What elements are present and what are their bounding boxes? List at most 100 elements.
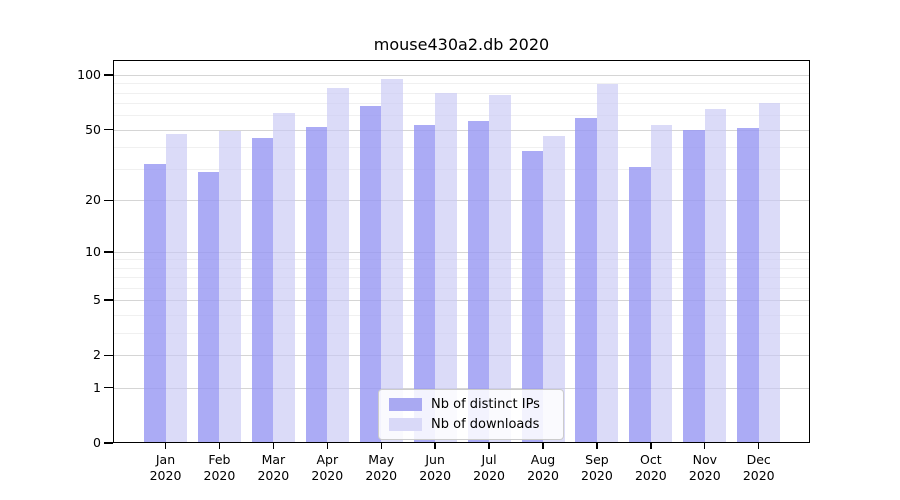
x-tick-month-feb: Feb — [208, 452, 231, 467]
y-tick-label-20: 20 — [85, 192, 101, 208]
x-tick-label-mar: Mar 2020 — [245, 452, 301, 484]
x-tick-label-may: May 2020 — [353, 452, 409, 484]
gridline-major-10 — [113, 251, 810, 253]
gridline-major-100 — [113, 75, 810, 77]
x-tick-mark-jun — [434, 443, 436, 449]
x-tick-year-sep: 2020 — [581, 468, 613, 483]
gridline-minor-70 — [113, 103, 810, 105]
bar-downloads-may — [381, 79, 403, 443]
x-tick-month-apr: Apr — [316, 452, 339, 467]
bar-distinct-ips-mar — [251, 137, 274, 443]
x-tick-year-jan: 2020 — [149, 468, 182, 483]
gridline-minor-30 — [113, 169, 810, 171]
gridline-minor-7 — [113, 277, 810, 279]
gridline-major-2 — [113, 355, 810, 357]
x-tick-year-may: 2020 — [365, 468, 398, 483]
bar-distinct-ips-sep — [575, 118, 597, 443]
x-tick-label-jul: Jul 2020 — [461, 452, 517, 484]
x-tick-label-apr: Apr 2020 — [299, 452, 355, 484]
gridline-minor-80 — [113, 92, 810, 94]
x-tick-year-nov: 2020 — [688, 468, 721, 483]
x-tick-mark-nov — [704, 443, 706, 449]
x-tick-year-feb: 2020 — [203, 468, 236, 483]
x-tick-year-mar: 2020 — [257, 468, 290, 483]
x-tick-month-sep: Sep — [585, 452, 609, 467]
x-tick-label-jun: Jun 2020 — [407, 452, 463, 484]
x-tick-month-may: May — [368, 452, 395, 467]
bar-downloads-jul — [489, 94, 511, 443]
bar-downloads-mar — [273, 112, 295, 443]
y-tick-mark-20 — [104, 199, 113, 202]
y-tick-label-50: 50 — [85, 121, 101, 137]
x-tick-month-jan: Jan — [155, 452, 176, 467]
plot-area: Nb of distinct IPs Nb of downloads — [113, 60, 810, 443]
bar-downloads-aug — [543, 136, 565, 443]
y-tick-mark-50 — [104, 128, 113, 131]
y-tick-label-2: 2 — [93, 347, 101, 363]
bar-downloads-feb — [219, 131, 241, 443]
gridline-major-1 — [113, 387, 810, 389]
y-tick-label-5: 5 — [93, 292, 101, 308]
x-tick-month-mar: Mar — [261, 452, 286, 467]
bar-distinct-ips-feb — [197, 171, 220, 443]
bar-downloads-sep — [596, 83, 619, 443]
bar-downloads-jan — [165, 134, 187, 443]
y-tick-mark-0 — [104, 442, 113, 444]
x-tick-label-jan: Jan 2020 — [138, 452, 194, 484]
bar-distinct-ips-aug — [521, 151, 543, 443]
bar-distinct-ips-jul — [467, 120, 490, 443]
gridline-minor-9 — [113, 259, 810, 261]
y-tick-mark-5 — [104, 299, 113, 301]
x-tick-year-aug: 2020 — [527, 468, 559, 483]
legend-item-downloads: Nb of downloads — [389, 417, 553, 432]
y-tick-mark-10 — [104, 251, 113, 253]
x-tick-label-feb: Feb 2020 — [191, 452, 247, 484]
bar-distinct-ips-jun — [413, 125, 436, 443]
gridline-minor-4 — [113, 314, 810, 316]
x-tick-year-oct: 2020 — [634, 468, 667, 483]
bar-distinct-ips-jan — [144, 164, 166, 443]
gridline-minor-8 — [113, 267, 810, 269]
bar-downloads-apr — [327, 88, 349, 443]
chart-title: mouse430a2.db 2020 — [373, 35, 550, 54]
x-tick-month-nov: Nov — [692, 452, 717, 467]
bar-distinct-ips-apr — [305, 126, 328, 443]
gridline-major-5 — [113, 300, 810, 302]
y-tick-label-100: 100 — [77, 67, 101, 83]
x-tick-mark-mar — [272, 443, 275, 449]
gridline-minor-90 — [113, 83, 810, 85]
x-tick-mark-oct — [650, 443, 652, 449]
x-tick-month-oct: Oct — [640, 452, 662, 467]
x-tick-year-dec: 2020 — [742, 468, 775, 483]
y-tick-label-0: 0 — [93, 435, 101, 450]
x-tick-year-jul: 2020 — [473, 468, 505, 483]
y-tick-mark-1 — [104, 387, 113, 389]
bar-distinct-ips-oct — [629, 166, 651, 443]
x-tick-mark-apr — [326, 443, 328, 449]
x-tick-month-dec: Dec — [746, 452, 771, 467]
x-tick-label-oct: Oct 2020 — [623, 452, 679, 484]
y-tick-label-1: 1 — [93, 379, 101, 395]
gridline-major-20 — [113, 200, 810, 202]
x-tick-label-aug: Aug 2020 — [515, 452, 571, 484]
y-tick-mark-2 — [104, 354, 113, 357]
x-tick-mark-jul — [488, 443, 490, 449]
x-tick-month-jul: Jul — [481, 452, 497, 467]
gridline-minor-6 — [113, 287, 810, 289]
bar-distinct-ips-dec — [737, 128, 759, 443]
bar-downloads-dec — [758, 103, 781, 443]
legend: Nb of distinct IPs Nb of downloads — [378, 389, 564, 440]
x-tick-label-sep: Sep 2020 — [569, 452, 625, 484]
bar-distinct-ips-nov — [683, 129, 705, 443]
bar-downloads-oct — [650, 125, 673, 443]
x-tick-mark-dec — [758, 443, 760, 449]
bar-downloads-jun — [435, 92, 457, 443]
x-tick-mark-aug — [542, 443, 544, 449]
legend-swatch-downloads — [389, 418, 422, 431]
x-tick-label-dec: Dec 2020 — [731, 452, 787, 484]
x-tick-label-nov: Nov 2020 — [677, 452, 733, 484]
y-tick-label-10: 10 — [85, 243, 101, 259]
x-tick-year-apr: 2020 — [311, 468, 344, 483]
legend-item-distinct-ips: Nb of distinct IPs — [389, 397, 553, 412]
